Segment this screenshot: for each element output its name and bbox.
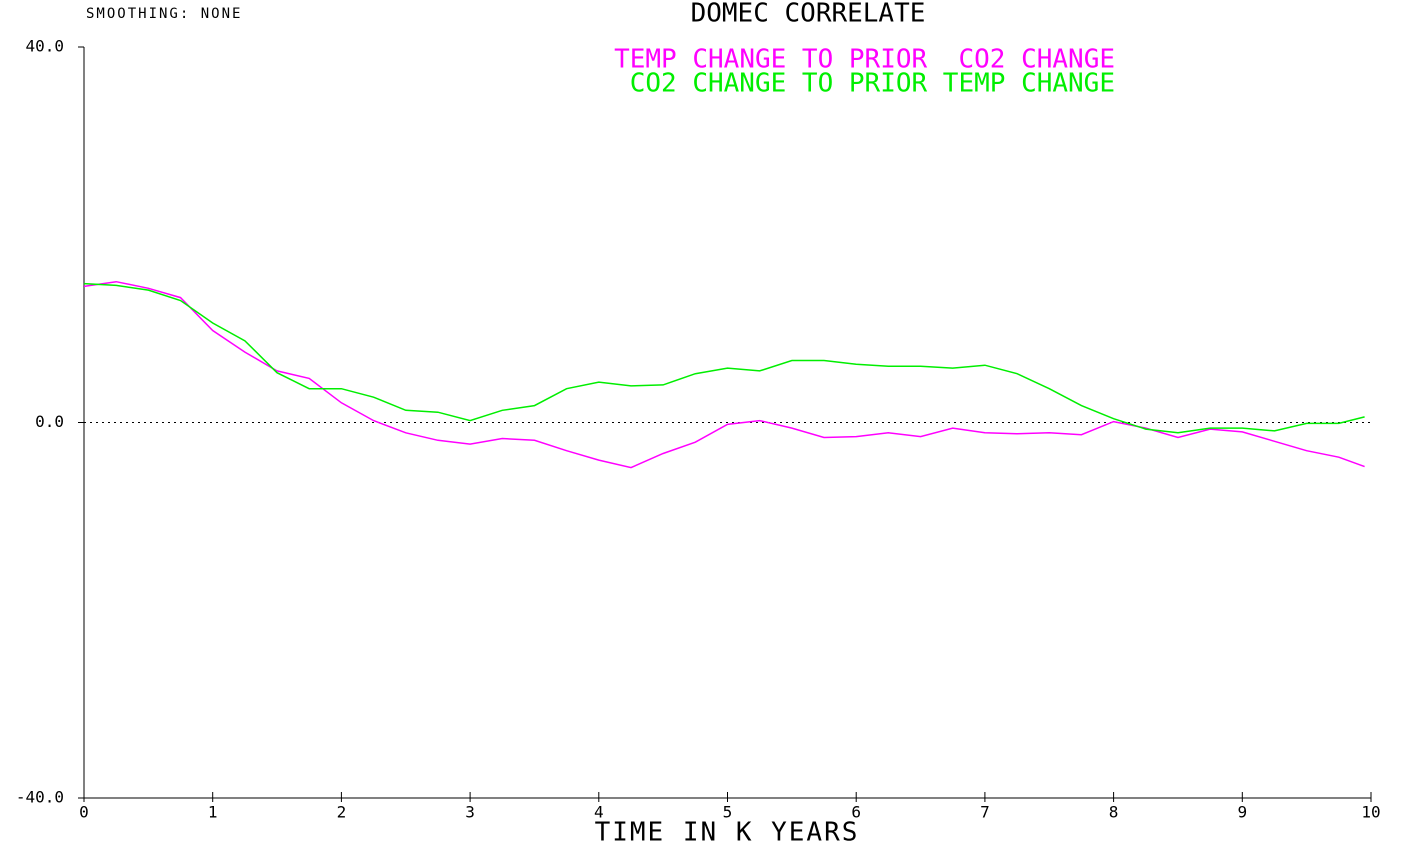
x-tick-label: 2	[337, 803, 347, 822]
series-line	[83, 280, 1365, 469]
smoothing-label: SMOOTHING: NONE	[86, 6, 242, 22]
x-tick-label: 6	[851, 803, 861, 822]
x-tick-label: 4	[594, 803, 604, 822]
x-axis-label: TIME IN K YEARS	[595, 818, 860, 846]
x-tick-label: 3	[465, 803, 475, 822]
y-tick-label: 40.0	[25, 37, 64, 56]
chart-title: DOMEC CORRELATE	[691, 0, 926, 29]
x-tick-label: 5	[723, 803, 733, 822]
x-tick-label: 10	[1361, 803, 1380, 822]
legend-entry: CO2 CHANGE TO PRIOR TEMP CHANGE	[630, 69, 1115, 99]
x-tick-label: 0	[79, 803, 89, 822]
x-tick-label: 8	[1109, 803, 1119, 822]
x-tick-label: 7	[980, 803, 990, 822]
y-tick-label: -40.0	[16, 788, 64, 807]
y-tick-label: 0.0	[35, 412, 64, 431]
series-line	[83, 282, 1365, 434]
x-tick-label: 1	[208, 803, 218, 822]
legend-entry: TEMP CHANGE TO PRIOR CO2 CHANGE	[614, 45, 1115, 75]
x-tick-label: 9	[1237, 803, 1247, 822]
